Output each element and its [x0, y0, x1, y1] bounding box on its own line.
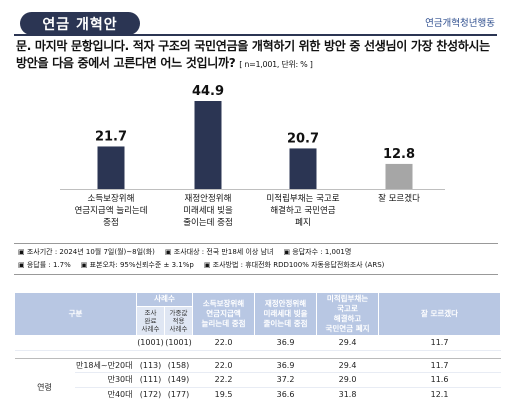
category-label-3: 미적립부채는 국고로 해결하고 국민연금 폐지 — [266, 194, 340, 228]
sample-meta: [ n=1,001, 단위: % ] — [239, 60, 313, 69]
table-row: 만40대 (172) (177) 19.5 36.6 31.8 12.1 — [15, 387, 501, 400]
segment-cell — [74, 335, 137, 351]
header-group: 구분 — [14, 292, 137, 336]
table-divider — [14, 350, 501, 359]
note-item: ▣ 응답자수 : 1,001명 — [283, 248, 352, 256]
question-text: 문. 마지막 문항입니다. 적자 구조의 국민연금을 개혁하기 위한 방안 중 … — [16, 38, 500, 73]
note-item: ▣ 조사방법 : 휴대전화 RDD100% 자동응답전화조사 (ARS) — [203, 261, 385, 269]
table-cell: 22.0 — [192, 358, 255, 374]
notes-row-2: ▣ 응답률 : 1.7% ▣ 표본오차: 95%신뢰수준 ± 3.1%p ▣ 조사방… — [18, 259, 494, 272]
table-row: 만30대 (111) (149) 22.2 37.2 29.0 11.6 — [15, 372, 501, 388]
table-cell: 22.2 — [192, 372, 255, 388]
note-item: ▣ 조사기간 : 2024년 10월 7일(월)~8일(화) — [18, 248, 155, 256]
table-cell: (172) — [136, 387, 165, 400]
table-cell: 22.0 — [192, 335, 255, 351]
group-label-age: 연령 — [14, 358, 75, 400]
table-cell: 19.5 — [192, 387, 255, 400]
header-cases: 사례수 — [135, 292, 194, 307]
table-row: 연령 만18세~만20대 (113) (158) 22.0 36.9 29.4 11.7 — [14, 358, 501, 400]
notes-row-1: ▣ 조사기간 : 2024년 10월 7일(월)~8일(화) ▣ 조사대상 : 전… — [18, 246, 494, 259]
segment-label: 만30대 — [74, 372, 137, 388]
bar-3 — [289, 148, 317, 189]
note-item: ▣ 표본오차: 95%신뢰수준 ± 3.1%p — [80, 261, 194, 269]
table-cell: 31.8 — [316, 387, 379, 400]
table-row-total: (1001) (1001) 22.0 36.9 29.4 11.7 — [14, 335, 501, 351]
segment-label: 만18세~만20대 — [74, 358, 137, 374]
table-cell: 29.0 — [316, 372, 379, 388]
bar-value-label-3: 20.7 — [287, 131, 319, 146]
table-cell: 36.6 — [254, 387, 317, 400]
col-header-1: 소득보장위해 연금지급액 늘리는데 중점 — [192, 292, 256, 336]
table-cell: 11.7 — [378, 335, 501, 351]
bar-value-label-1: 21.7 — [95, 129, 127, 144]
subheader-completed: 조사 완료 사례수 — [136, 305, 165, 337]
table-cell: 29.4 — [316, 335, 379, 351]
category-label-2: 재정안정위해 미래세대 빚을 줄이는데 중점 — [183, 194, 233, 228]
table-cell: (113) — [136, 358, 165, 374]
group-cell — [14, 335, 75, 351]
page-title: 연금 개혁안 — [20, 12, 140, 35]
table-cell: 37.2 — [254, 372, 317, 388]
table-cell: 12.1 — [378, 387, 501, 400]
bar-2 — [194, 101, 222, 189]
crosstab-table: 구분 사례수 소득보장위해 연금지급액 늘리는데 중점 재정안정위해 미래세대 빚을 줄… — [14, 292, 502, 400]
table-cell: (111) — [136, 372, 165, 388]
table-cell: 29.4 — [316, 358, 379, 374]
category-label-1: 소득보장위해 연금지급액 늘리는데 중점 — [74, 194, 148, 228]
bar-1 — [97, 146, 125, 189]
col-header-3: 미적립부채는 국고로 해결하고 국민연금 폐지 — [316, 292, 380, 336]
bar-value-label-4: 12.8 — [383, 147, 415, 162]
question-body: 문. 마지막 문항입니다. 적자 구조의 국민연금을 개혁하기 위한 방안 중 … — [16, 39, 490, 70]
table-cell: (1001) — [136, 335, 165, 351]
survey-notes: ▣ 조사기간 : 2024년 10월 7일(월)~8일(화) ▣ 조사대상 : 전… — [14, 243, 498, 275]
header-divider — [14, 34, 497, 36]
table-cell: (149) — [164, 372, 193, 388]
table-cell: (158) — [164, 358, 193, 374]
table-cell: 36.9 — [254, 358, 317, 374]
bar-chart: 21.7 44.9 20.7 12.8 — [60, 84, 445, 190]
subheader-weighted: 가중값 적용 사례수 — [163, 305, 194, 337]
table-cell: 11.6 — [378, 372, 501, 388]
segment-label: 만40대 — [74, 387, 137, 400]
category-label-4: 잘 모르겠다 — [378, 194, 420, 204]
note-item: ▣ 응답률 : 1.7% — [18, 261, 71, 269]
table-cell: (1001) — [164, 335, 193, 351]
table-cell: 36.9 — [254, 335, 317, 351]
table-cell: (177) — [164, 387, 193, 400]
col-header-2: 재정안정위해 미래세대 빚을 줄이는데 중점 — [254, 292, 318, 336]
bar-value-label-2: 44.9 — [192, 84, 224, 99]
bar-4 — [385, 163, 413, 189]
note-item: ▣ 조사대상 : 전국 만18세 이상 남녀 — [164, 248, 274, 256]
table-cell: 11.7 — [378, 358, 501, 374]
organization-name: 연금개혁청년행동 — [425, 18, 495, 29]
col-header-4: 잘 모르겠다 — [378, 292, 502, 336]
